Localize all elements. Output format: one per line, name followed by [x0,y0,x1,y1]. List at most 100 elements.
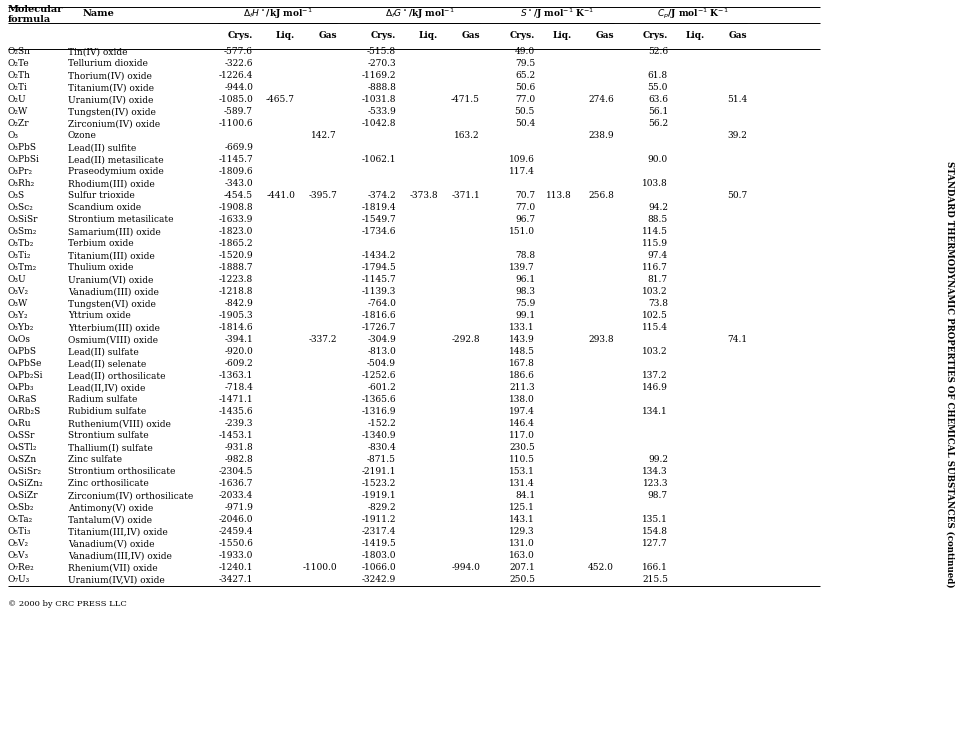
Text: $S^\circ$/J mol$^{-1}$ K$^{-1}$: $S^\circ$/J mol$^{-1}$ K$^{-1}$ [520,7,594,21]
Text: -1823.0: -1823.0 [219,228,253,237]
Text: -1865.2: -1865.2 [218,240,253,249]
Text: -304.9: -304.9 [368,335,396,344]
Text: 143.9: 143.9 [509,335,535,344]
Text: 94.2: 94.2 [648,203,668,212]
Text: O₅V₂: O₅V₂ [8,539,29,548]
Text: Uranium(IV,VI) oxide: Uranium(IV,VI) oxide [68,575,165,584]
Text: -3427.1: -3427.1 [219,575,253,584]
Text: 166.1: 166.1 [642,563,668,572]
Text: -1145.7: -1145.7 [361,276,396,285]
Text: O₄SiZn₂: O₄SiZn₂ [8,480,44,489]
Text: 103.2: 103.2 [642,288,668,297]
Text: 77.0: 77.0 [515,96,535,105]
Text: 197.4: 197.4 [509,408,535,417]
Text: Rhodium(III) oxide: Rhodium(III) oxide [68,179,155,188]
Text: -1240.1: -1240.1 [219,563,253,572]
Text: O₅Sb₂: O₅Sb₂ [8,503,35,512]
Text: 135.1: 135.1 [642,515,668,524]
Text: Thulium oxide: Thulium oxide [68,264,133,273]
Text: 167.8: 167.8 [509,359,535,368]
Text: -1218.8: -1218.8 [219,288,253,297]
Text: -1066.0: -1066.0 [361,563,396,572]
Text: 142.7: 142.7 [311,131,337,140]
Text: 137.2: 137.2 [642,371,668,380]
Text: Uranium(VI) oxide: Uranium(VI) oxide [68,276,154,285]
Text: O₃SiSr: O₃SiSr [8,215,38,225]
Text: O₇Re₂: O₇Re₂ [8,563,35,572]
Text: O₃Yb₂: O₃Yb₂ [8,323,35,332]
Text: Gas: Gas [595,31,614,40]
Text: 51.4: 51.4 [727,96,747,105]
Text: Tellurium dioxide: Tellurium dioxide [68,60,148,69]
Text: O₃U: O₃U [8,276,27,285]
Text: Praseodymium oxide: Praseodymium oxide [68,167,164,176]
Text: Lead(II,IV) oxide: Lead(II,IV) oxide [68,383,145,392]
Text: O₃Tb₂: O₃Tb₂ [8,240,35,249]
Text: 50.4: 50.4 [515,120,535,128]
Text: 139.7: 139.7 [509,264,535,273]
Text: Yttrium oxide: Yttrium oxide [68,311,131,320]
Text: Scandium oxide: Scandium oxide [68,203,141,212]
Text: -829.2: -829.2 [368,503,396,512]
Text: 103.2: 103.2 [642,347,668,356]
Text: -669.9: -669.9 [224,143,253,152]
Text: 49.0: 49.0 [515,48,535,57]
Text: -1794.5: -1794.5 [361,264,396,273]
Text: -920.0: -920.0 [225,347,253,356]
Text: O₃Sc₂: O₃Sc₂ [8,203,34,212]
Text: O₇U₃: O₇U₃ [8,575,31,584]
Text: Strontium metasilicate: Strontium metasilicate [68,215,174,225]
Text: -270.3: -270.3 [368,60,396,69]
Text: O₃V₂: O₃V₂ [8,288,29,297]
Text: 73.8: 73.8 [648,300,668,309]
Text: Lead(II) sulfite: Lead(II) sulfite [68,143,136,152]
Text: 98.7: 98.7 [648,492,668,500]
Text: -533.9: -533.9 [368,108,396,117]
Text: 293.8: 293.8 [588,335,614,344]
Text: O₄PbSe: O₄PbSe [8,359,42,368]
Text: -395.7: -395.7 [308,191,337,200]
Text: 61.8: 61.8 [648,72,668,81]
Text: -239.3: -239.3 [225,420,253,429]
Text: Name: Name [82,10,114,19]
Text: Crys.: Crys. [510,31,535,40]
Text: -830.4: -830.4 [368,444,396,453]
Text: Titanium(III) oxide: Titanium(III) oxide [68,252,155,261]
Text: 96.1: 96.1 [515,276,535,285]
Text: 96.7: 96.7 [515,215,535,225]
Text: O₂U: O₂U [8,96,27,105]
Text: 250.5: 250.5 [509,575,535,584]
Text: Samarium(III) oxide: Samarium(III) oxide [68,228,160,237]
Text: 117.4: 117.4 [509,167,535,176]
Text: 50.6: 50.6 [515,84,535,93]
Text: 123.3: 123.3 [642,480,668,489]
Text: O₄STl₂: O₄STl₂ [8,444,37,453]
Text: -1223.8: -1223.8 [219,276,253,285]
Text: Liq.: Liq. [419,31,438,40]
Text: Lead(II) metasilicate: Lead(II) metasilicate [68,155,163,164]
Text: Tantalum(V) oxide: Tantalum(V) oxide [68,515,152,524]
Text: -1520.9: -1520.9 [218,252,253,261]
Text: 70.7: 70.7 [515,191,535,200]
Text: 129.3: 129.3 [510,527,535,536]
Text: O₄SZn: O₄SZn [8,456,37,465]
Text: O₅V₃: O₅V₃ [8,551,29,560]
Text: Uranium(IV) oxide: Uranium(IV) oxide [68,96,154,105]
Text: -2046.0: -2046.0 [219,515,253,524]
Text: -931.8: -931.8 [225,444,253,453]
Text: -982.8: -982.8 [225,456,253,465]
Text: 74.1: 74.1 [727,335,747,344]
Text: 153.1: 153.1 [509,468,535,477]
Text: Vanadium(V) oxide: Vanadium(V) oxide [68,539,155,548]
Text: -343.0: -343.0 [225,179,253,188]
Text: Vanadium(III,IV) oxide: Vanadium(III,IV) oxide [68,551,172,560]
Text: Thorium(IV) oxide: Thorium(IV) oxide [68,72,152,81]
Text: 102.5: 102.5 [642,311,668,320]
Text: -292.8: -292.8 [451,335,480,344]
Text: Crys.: Crys. [228,31,253,40]
Text: 117.0: 117.0 [509,432,535,441]
Text: O₃Tm₂: O₃Tm₂ [8,264,37,273]
Text: -2459.4: -2459.4 [218,527,253,536]
Text: 238.9: 238.9 [588,131,614,140]
Text: 133.1: 133.1 [510,323,535,332]
